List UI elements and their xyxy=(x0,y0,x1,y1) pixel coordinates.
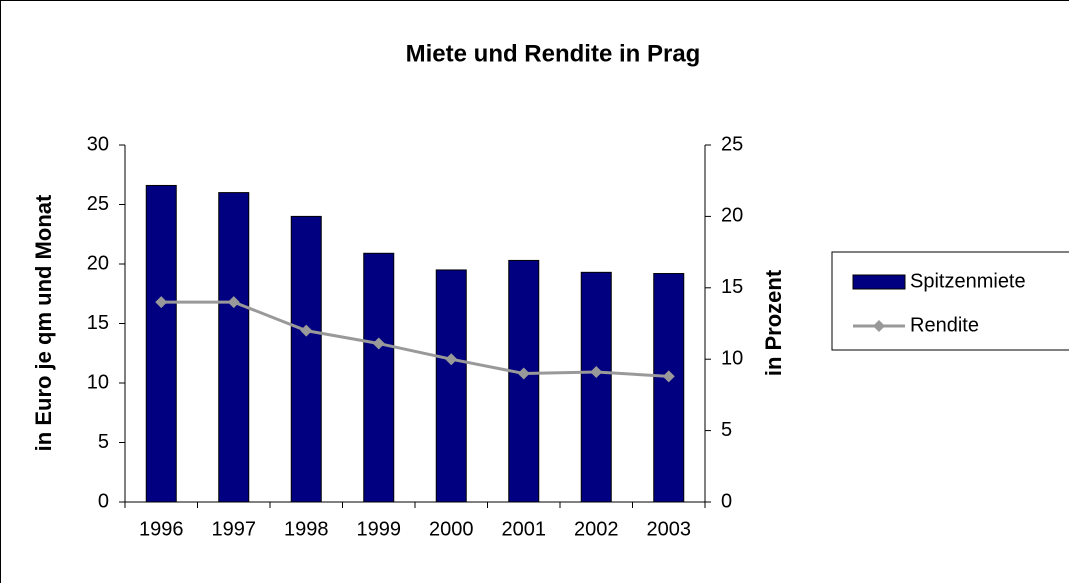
chart-title: Miete und Rendite in Prag xyxy=(406,40,701,67)
bar xyxy=(509,260,539,502)
x-tick-label: 1999 xyxy=(357,518,402,540)
y-tick-label: 25 xyxy=(87,193,109,215)
bar xyxy=(219,193,249,502)
y-tick-label: 30 xyxy=(87,133,109,155)
y-axis-label: in Euro je qm und Monat xyxy=(31,194,56,451)
x-tick-label: 2001 xyxy=(502,518,547,540)
bar xyxy=(581,272,611,502)
y-tick-label: 10 xyxy=(87,371,109,393)
bar xyxy=(291,216,321,502)
y2-tick-label: 15 xyxy=(721,276,743,298)
y2-tick-label: 20 xyxy=(721,205,743,227)
y2-tick-label: 25 xyxy=(721,133,743,155)
legend-label: Spitzenmiete xyxy=(910,270,1026,292)
y2-tick-label: 10 xyxy=(721,347,743,369)
y-tick-label: 5 xyxy=(98,431,109,453)
y2-tick-label: 5 xyxy=(721,419,732,441)
bar xyxy=(146,185,176,502)
y2-axis-label: in Prozent xyxy=(761,269,786,376)
x-tick-label: 1997 xyxy=(212,518,257,540)
x-tick-label: 1996 xyxy=(139,518,184,540)
bar xyxy=(364,253,394,502)
x-tick-label: 2002 xyxy=(574,518,619,540)
y-tick-label: 20 xyxy=(87,252,109,274)
legend-label: Rendite xyxy=(910,314,979,336)
legend-swatch xyxy=(853,275,905,289)
bar xyxy=(654,274,684,502)
x-tick-label: 1998 xyxy=(284,518,329,540)
y2-tick-label: 0 xyxy=(721,490,732,512)
y-tick-label: 0 xyxy=(98,490,109,512)
x-tick-label: 2000 xyxy=(429,518,474,540)
y-tick-label: 15 xyxy=(87,312,109,334)
x-tick-label: 2003 xyxy=(647,518,692,540)
bar xyxy=(436,270,466,502)
